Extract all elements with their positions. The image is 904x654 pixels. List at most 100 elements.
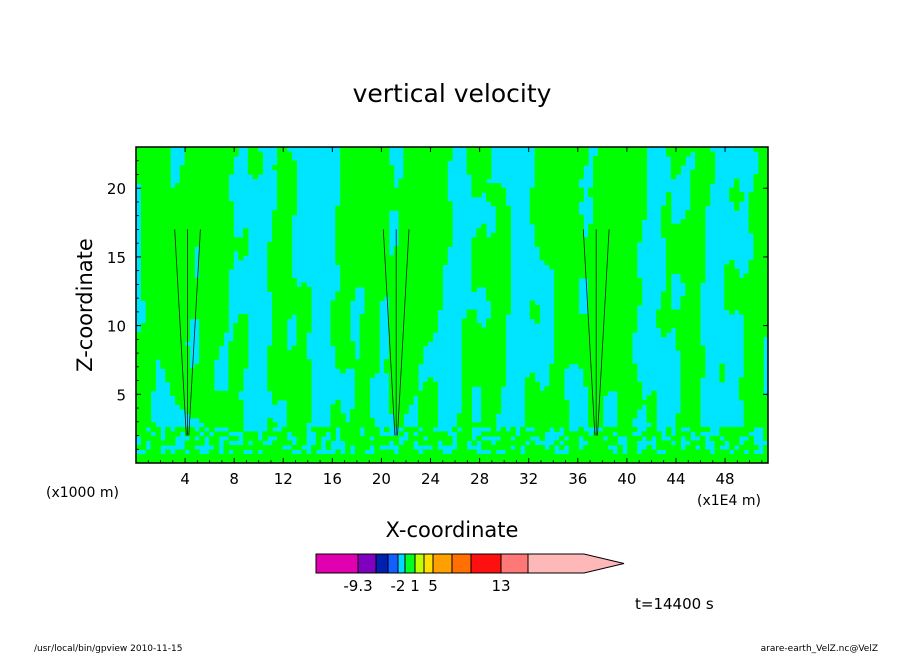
field-cell — [631, 408, 638, 414]
field-cell — [150, 323, 157, 329]
field-cell — [573, 295, 579, 302]
field-cell — [306, 359, 312, 365]
field-cell — [301, 309, 307, 315]
field-cell — [651, 395, 657, 401]
field-cell — [437, 160, 443, 166]
field-cell — [388, 359, 395, 365]
field-cell — [515, 458, 521, 463]
field-cell — [345, 232, 351, 238]
field-cell — [388, 291, 395, 297]
field-cell — [437, 165, 443, 171]
field-cell — [495, 183, 502, 189]
field-cell — [276, 354, 283, 360]
field-cell — [665, 453, 672, 460]
field-cell — [617, 350, 623, 356]
field-cell — [500, 291, 507, 297]
field-cell — [213, 305, 220, 311]
field-cell — [583, 250, 589, 256]
field-cell — [145, 160, 152, 166]
field-cell — [481, 404, 487, 410]
field-cell — [213, 232, 220, 238]
field-cell — [213, 160, 220, 166]
field-cell — [529, 440, 536, 446]
field-cell — [136, 372, 142, 378]
field-cell — [364, 395, 370, 401]
field-cell — [140, 386, 147, 392]
field-cell — [563, 165, 570, 171]
field-cell — [150, 187, 157, 193]
field-cell — [549, 205, 555, 211]
field-cell — [602, 341, 609, 347]
field-cell — [500, 431, 507, 437]
field-cell — [592, 408, 599, 414]
field-cell — [437, 219, 443, 225]
field-cell — [588, 314, 594, 320]
field-cell — [417, 440, 424, 446]
field-cell — [476, 174, 482, 180]
field-cell — [476, 363, 482, 369]
field-cell — [223, 291, 229, 297]
field-cell — [257, 440, 263, 446]
field-cell — [631, 377, 638, 383]
field-cell — [208, 390, 215, 396]
field-cell — [345, 250, 351, 256]
field-cell — [500, 314, 507, 320]
field-cell — [529, 431, 536, 437]
field-cell — [427, 160, 434, 166]
field-cell — [189, 282, 195, 288]
field-cell — [267, 381, 273, 387]
field-cell — [291, 363, 298, 369]
field-cell — [413, 210, 419, 216]
field-cell — [383, 160, 390, 166]
field-cell — [160, 201, 166, 207]
field-cell — [233, 323, 239, 329]
field-cell — [403, 449, 409, 455]
field-cell — [437, 228, 443, 234]
field-cell — [179, 341, 186, 347]
field-cell — [500, 318, 507, 324]
field-cell — [238, 399, 244, 405]
field-cell — [573, 156, 579, 162]
field-cell — [306, 417, 312, 423]
field-cell — [680, 156, 686, 162]
field-cell — [583, 246, 589, 252]
field-cell — [437, 431, 443, 437]
field-cell — [670, 246, 677, 252]
field-cell — [398, 183, 404, 189]
field-cell — [238, 381, 244, 387]
field-cell — [174, 210, 181, 216]
field-cell — [155, 444, 161, 451]
field-cell — [403, 160, 409, 166]
field-cell — [549, 408, 555, 414]
field-cell — [199, 192, 205, 198]
field-cell — [476, 178, 482, 184]
field-cell — [354, 196, 361, 202]
field-cell — [622, 404, 628, 410]
field-cell — [204, 232, 210, 238]
field-cell — [272, 286, 278, 293]
field-cell — [461, 332, 468, 338]
field-cell — [563, 268, 570, 274]
field-cell — [597, 232, 604, 238]
field-cell — [481, 268, 487, 274]
field-cell — [223, 178, 229, 184]
field-cell — [617, 219, 623, 225]
field-cell — [597, 399, 604, 405]
field-cell — [636, 277, 643, 284]
field-cell — [349, 147, 356, 153]
field-cell — [179, 259, 186, 265]
field-cell — [170, 205, 176, 211]
field-cell — [670, 458, 677, 463]
field-cell — [549, 196, 555, 202]
field-cell — [437, 300, 443, 306]
field-cell — [573, 359, 579, 365]
field-cell — [369, 210, 375, 216]
field-cell — [422, 395, 429, 401]
field-cell — [369, 169, 375, 175]
field-cell — [213, 277, 220, 284]
field-cell — [286, 255, 293, 261]
field-cell — [554, 205, 560, 211]
field-cell — [204, 336, 210, 342]
field-cell — [369, 273, 375, 279]
field-cell — [490, 264, 497, 270]
